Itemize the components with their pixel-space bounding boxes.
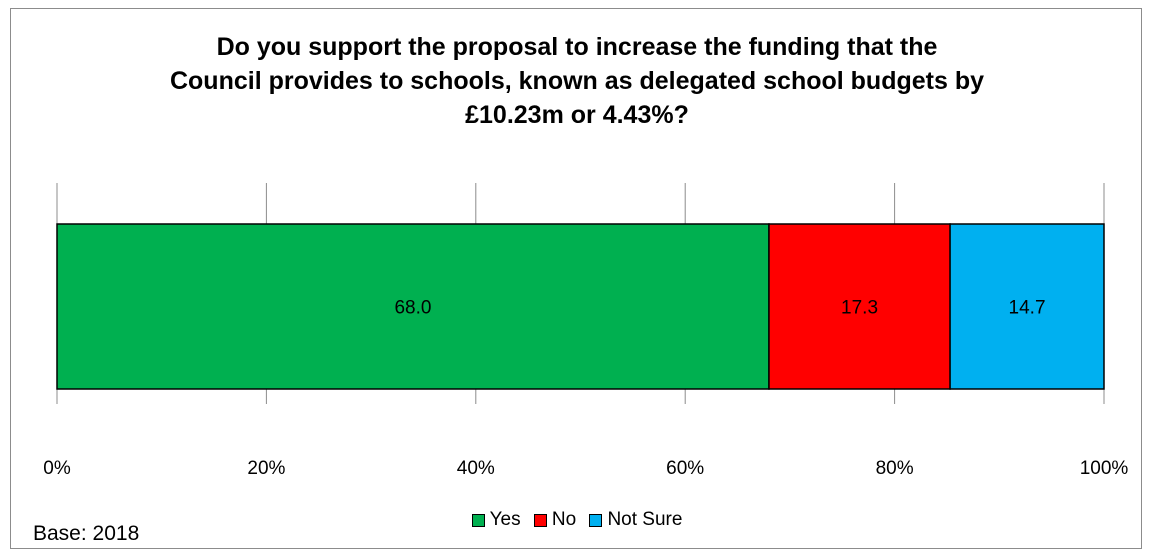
- legend-item-not-sure: Not Sure: [589, 509, 682, 531]
- legend-swatch-not-sure: [589, 513, 603, 527]
- chart-title-line-1: Do you support the proposal to increase …: [216, 33, 938, 61]
- x-tick-label: 0%: [43, 458, 71, 479]
- chart-title-line-3: £10.23m or 4.43%?: [465, 101, 689, 129]
- legend-item-no: No: [533, 509, 577, 531]
- x-tick-label: 80%: [876, 458, 914, 479]
- base-note: Base: 2018: [33, 522, 140, 545]
- legend-label-no: No: [551, 509, 577, 530]
- legend-swatch-yes: [471, 513, 485, 527]
- legend-swatch-no: [533, 513, 547, 527]
- chart-title: Do you support the proposal to increase …: [60, 30, 1094, 132]
- data-label-not-sure: 14.7: [1009, 298, 1046, 319]
- data-label-no: 17.3: [841, 298, 878, 319]
- bar-segment-no: [768, 223, 951, 390]
- legend-label-not-sure: Not Sure: [607, 509, 683, 530]
- data-label-yes: 68.0: [394, 298, 431, 319]
- legend-item-yes: Yes: [471, 509, 521, 531]
- chart-legend: Yes No Not Sure: [0, 509, 1154, 533]
- bar-segment-not-sure: [949, 223, 1105, 390]
- legend-label-yes: Yes: [489, 509, 521, 530]
- x-tick-label: 100%: [1080, 458, 1129, 479]
- x-tick-label: 40%: [457, 458, 495, 479]
- chart-title-line-2: Council provides to schools, known as de…: [169, 67, 984, 95]
- x-tick-label: 20%: [247, 458, 285, 479]
- x-tick-label: 60%: [666, 458, 704, 479]
